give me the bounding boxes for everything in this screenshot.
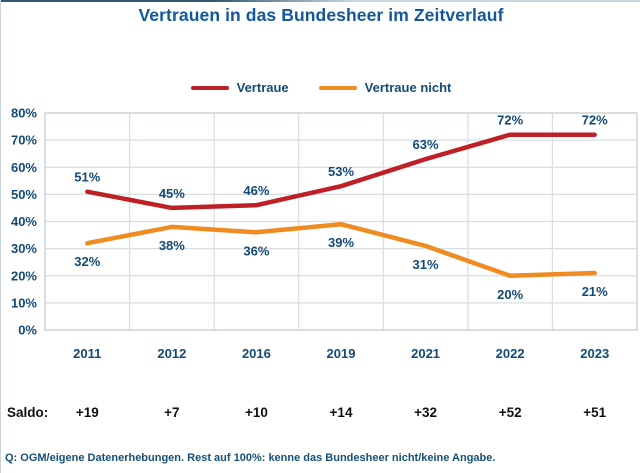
- data-point-label: 53%: [328, 164, 354, 179]
- y-axis-tick-label: 30%: [11, 241, 37, 256]
- y-axis-tick-label: 20%: [11, 268, 37, 283]
- data-point-label: 63%: [413, 137, 439, 152]
- data-point-label: 31%: [413, 257, 439, 272]
- data-point-label: 20%: [497, 287, 523, 302]
- saldo-value: +10: [244, 405, 268, 420]
- legend-item-vertraue: Vertraue: [190, 80, 289, 95]
- y-axis-tick-label: 10%: [11, 295, 37, 310]
- trend-line-chart: 0% 10% 20% 30% 40% 50% 60% 70% 80% 51% 45% 46% 53% 63…: [11, 106, 638, 361]
- x-axis-tick-label: 2023: [580, 346, 609, 361]
- vertraue-line-swatch: [190, 85, 229, 90]
- data-point-label: 51%: [74, 170, 100, 185]
- window-top-edge: [1, 0, 640, 2]
- data-point-label: 32%: [74, 254, 100, 269]
- saldo-value: +19: [75, 405, 99, 420]
- chart-legend: Vertraue Vertraue nicht: [1, 80, 640, 95]
- data-point-label: 38%: [159, 238, 185, 253]
- y-axis-tick-label: 50%: [11, 187, 37, 202]
- series-line-vertraue-nicht: [85, 221, 597, 279]
- x-axis-tick-label: 2012: [157, 346, 186, 361]
- saldo-value: +14: [329, 405, 353, 420]
- data-point-label: 45%: [159, 186, 185, 201]
- y-axis-tick-label: 70%: [11, 133, 37, 148]
- saldo-value: +7: [164, 405, 180, 420]
- x-axis-tick-label: 2016: [242, 346, 271, 361]
- x-axis-tick-label: 2011: [73, 346, 101, 361]
- data-point-label: 72%: [582, 113, 608, 128]
- data-point-label: 46%: [243, 183, 269, 198]
- vertraue-nicht-line-swatch: [318, 85, 357, 90]
- data-point-label: 21%: [582, 284, 608, 299]
- saldo-value: +32: [414, 405, 438, 420]
- saldo-row: Saldo: +19 +7 +10 +14 +32 +52 +51: [1, 402, 640, 424]
- saldo-value: +52: [498, 405, 522, 420]
- data-point-label: 36%: [243, 243, 269, 258]
- legend-label: Vertraue: [236, 80, 289, 95]
- data-point-label: 72%: [497, 113, 523, 128]
- data-point-label: 39%: [328, 235, 354, 250]
- x-axis-tick-label: 2021: [411, 346, 440, 361]
- plot-border: [44, 112, 638, 331]
- page-title: Vertrauen in das Bundesheer im Zeitverla…: [138, 5, 504, 25]
- series-line-vertraue: [85, 132, 597, 211]
- y-axis-tick-label: 60%: [11, 160, 37, 175]
- x-axis-tick-label: 2022: [496, 346, 525, 361]
- saldo-value: +51: [583, 405, 607, 420]
- source-note: Q: OGM/eigene Datenerhebungen. Rest auf …: [5, 452, 496, 464]
- legend-label: Vertraue nicht: [364, 80, 452, 95]
- saldo-label: Saldo:: [7, 405, 49, 420]
- y-axis-tick-label: 0%: [18, 323, 37, 338]
- legend-item-vertraue-nicht: Vertraue nicht: [318, 80, 452, 95]
- x-axis-tick-label: 2019: [327, 346, 356, 361]
- y-axis-tick-label: 80%: [11, 106, 37, 121]
- y-axis-tick-label: 40%: [11, 214, 37, 229]
